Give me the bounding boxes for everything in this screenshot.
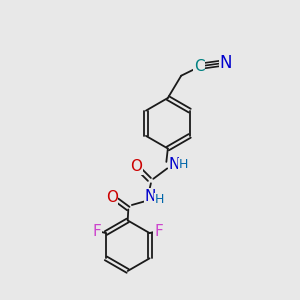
Text: N: N <box>144 189 156 204</box>
Text: C: C <box>194 59 204 74</box>
Text: H: H <box>155 193 164 206</box>
Text: N: N <box>169 158 180 172</box>
Text: O: O <box>130 159 142 174</box>
Text: F: F <box>154 224 163 239</box>
Text: F: F <box>92 224 101 239</box>
Text: H: H <box>179 158 188 171</box>
Text: N: N <box>220 54 232 72</box>
Text: O: O <box>106 190 118 205</box>
